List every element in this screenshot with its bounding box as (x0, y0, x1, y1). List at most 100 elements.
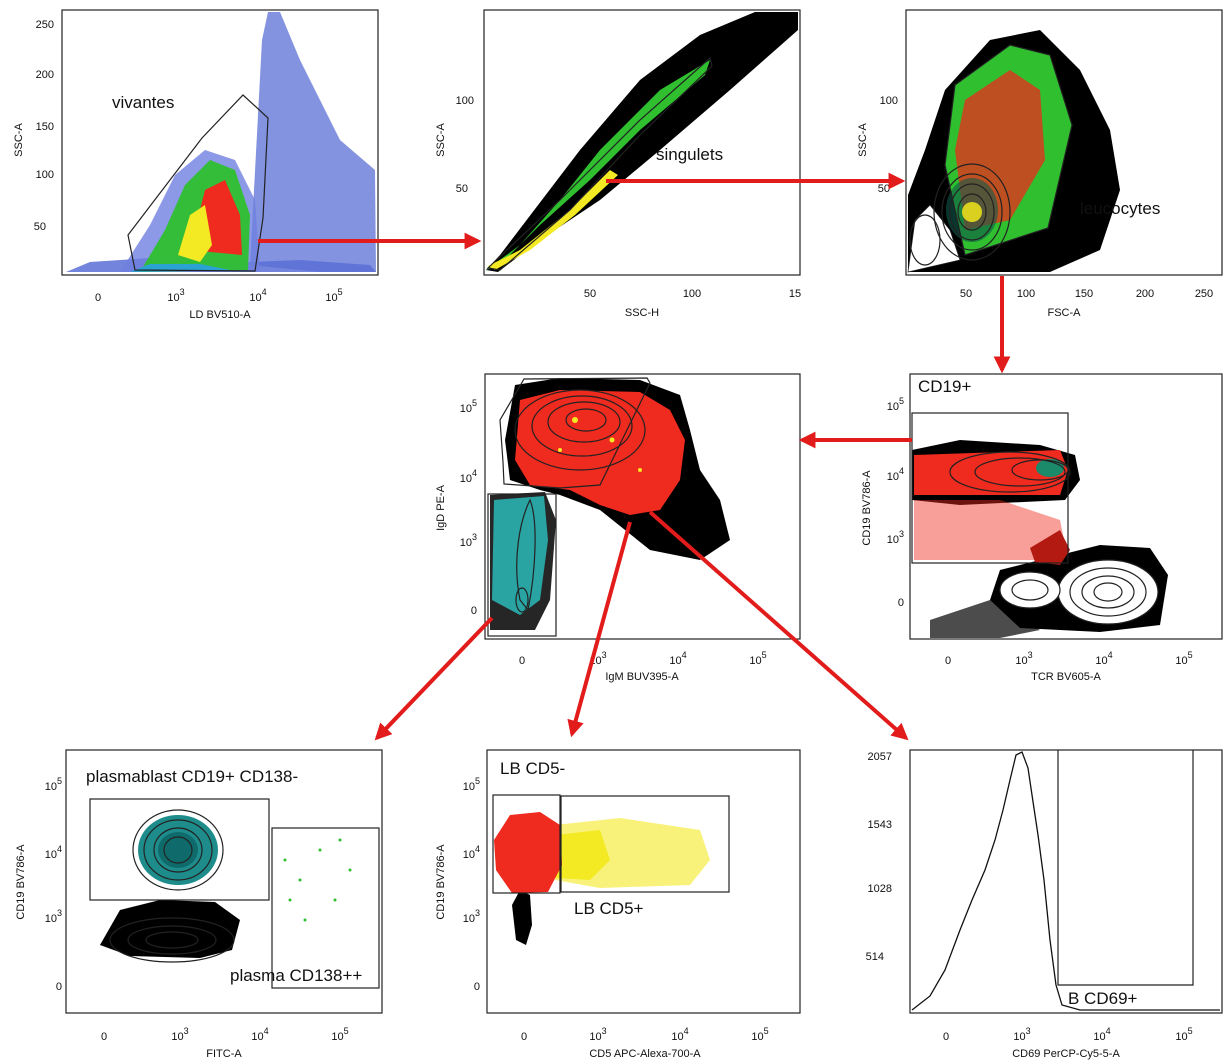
y-tick-labels: 100 50 (456, 95, 474, 195)
y-tick-exp: 5 (57, 776, 62, 786)
flow-direction-arrow-icon (648, 510, 909, 741)
vivantes-gate[interactable] (127, 94, 269, 272)
lb-cd5-pos-gate[interactable] (560, 795, 730, 893)
x-tick-exp: 4 (684, 1026, 689, 1036)
svg-text:104: 104 (671, 1026, 688, 1043)
x-tick: 10 (749, 655, 761, 667)
svg-text:105: 105 (331, 1026, 348, 1043)
svg-text:104: 104 (45, 844, 62, 861)
x-tick-exp: 4 (1108, 650, 1113, 660)
svg-text:103: 103 (167, 287, 184, 304)
x-tick: 10 (1095, 655, 1107, 667)
gate-label-cd5-neg: LB CD5- (500, 759, 565, 778)
x-tick: 0 (943, 1031, 949, 1043)
leucocytes-gate[interactable] (944, 44, 1073, 256)
svg-text:103: 103 (45, 908, 62, 925)
x-axis-label: LD BV510-A (189, 309, 251, 321)
y-tick: 10 (460, 473, 472, 485)
x-tick: 15 (789, 288, 801, 300)
y-tick: 10 (887, 471, 899, 483)
igd-igm-gate[interactable] (499, 377, 651, 489)
x-tick-exp: 4 (264, 1026, 269, 1036)
x-tick-labels: 0 103 104 105 (101, 1026, 349, 1043)
x-tick: 10 (331, 1031, 343, 1043)
y-axis-label: SSC-A (435, 123, 447, 157)
gate-label-cd19: CD19+ (918, 377, 971, 396)
event-cloud (66, 12, 376, 272)
gate-label-plasmablast: plasmablast CD19+ CD138- (86, 767, 298, 786)
gate-label-cd69: B CD69+ (1068, 989, 1138, 1008)
y-tick: 100 (36, 169, 54, 181)
x-tick-exp: 5 (338, 287, 343, 297)
panel-cd19: CD19+ 105 104 103 0 0 103 104 105 TCR BV… (861, 373, 1223, 683)
svg-text:105: 105 (749, 650, 766, 667)
panel-leucocytes: leucocytes 100 50 50 100 150 200 250 FSC… (857, 9, 1223, 319)
contour-lines (909, 163, 1011, 266)
y-tick-labels: 250 200 150 100 50 (34, 19, 54, 233)
y-tick-labels: 105 104 103 0 (463, 776, 480, 993)
x-tick-labels: 50 100 150 200 250 (960, 288, 1213, 300)
igd-neg-gate[interactable] (487, 493, 557, 637)
x-tick: 100 (683, 288, 701, 300)
svg-text:103: 103 (589, 1026, 606, 1043)
y-axis-label: CD19 BV786-A (435, 844, 447, 920)
svg-text:103: 103 (463, 908, 480, 925)
y-tick: 100 (456, 95, 474, 107)
event-cloud (907, 30, 1120, 273)
y-tick: 10 (45, 781, 57, 793)
x-tick-exp: 5 (762, 650, 767, 660)
svg-text:104: 104 (460, 468, 477, 485)
x-tick-exp: 5 (1188, 650, 1193, 660)
y-tick-labels: 2057 1543 1028 514 (866, 751, 892, 963)
y-tick: 10 (887, 534, 899, 546)
y-tick: 100 (880, 95, 898, 107)
x-tick-labels: 0 103 104 105 (95, 287, 343, 304)
x-tick-exp: 3 (602, 650, 607, 660)
x-axis-label: FSC-A (1048, 307, 1082, 319)
x-tick: 0 (945, 655, 951, 667)
gate-label-leucocytes: leucocytes (1080, 199, 1160, 218)
y-tick-exp: 4 (475, 844, 480, 854)
x-tick-exp: 4 (262, 287, 267, 297)
x-tick-exp: 3 (602, 1026, 607, 1036)
y-tick-exp: 4 (57, 844, 62, 854)
x-axis-label: SSC-H (625, 307, 659, 319)
gate-label-vivantes: vivantes (112, 93, 174, 112)
x-axis-label: CD5 APC-Alexa-700-A (589, 1048, 701, 1060)
x-tick: 10 (1093, 1031, 1105, 1043)
event-cloud (490, 378, 730, 630)
x-tick: 200 (1136, 288, 1154, 300)
y-tick: 50 (456, 183, 468, 195)
x-tick: 0 (519, 655, 525, 667)
plasmablast-gate[interactable] (89, 798, 270, 901)
x-tick: 10 (171, 1031, 183, 1043)
cd19-gate[interactable] (911, 412, 1069, 564)
y-tick-labels: 105 104 103 0 (887, 396, 904, 609)
lb-cd5-neg-gate[interactable] (492, 794, 561, 894)
x-tick-labels: 0 103 104 105 (519, 650, 767, 667)
y-tick: 0 (471, 605, 477, 617)
singulets-gate[interactable] (486, 56, 713, 271)
y-tick-exp: 3 (472, 532, 477, 542)
x-tick: 0 (521, 1031, 527, 1043)
x-tick: 0 (95, 292, 101, 304)
x-tick: 10 (249, 292, 261, 304)
y-tick: 514 (866, 951, 884, 963)
svg-text:103: 103 (1015, 650, 1032, 667)
contour-lines (109, 809, 235, 963)
x-axis-label: IgM BUV395-A (605, 671, 679, 683)
y-tick-labels: 105 104 103 0 (460, 398, 477, 617)
panel-plasma: plasmablast CD19+ CD138- plasma CD138++ … (15, 749, 383, 1060)
panel-ld-vivantes: vivantes 250 200 150 100 50 0 103 104 10… (13, 9, 379, 321)
y-tick-exp: 3 (475, 908, 480, 918)
y-tick: 2057 (868, 751, 892, 763)
flow-direction-arrow-icon (567, 521, 632, 738)
y-tick: 10 (887, 401, 899, 413)
y-tick: 50 (34, 221, 46, 233)
x-tick: 10 (669, 655, 681, 667)
event-cloud (494, 812, 710, 945)
x-axis-label: CD69 PerCP-Cy5-5-A (1012, 1048, 1120, 1060)
contour-lines (514, 389, 646, 613)
b-cd69-gate[interactable] (1057, 750, 1194, 986)
plasma-gate[interactable] (271, 827, 380, 989)
